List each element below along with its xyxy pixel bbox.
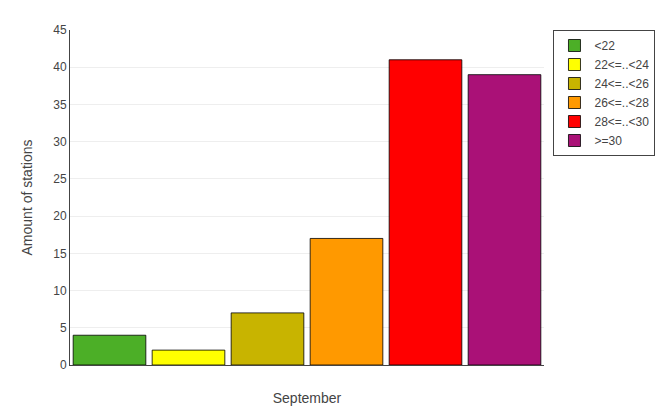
svg-text:26<=..<28: 26<=..<28	[594, 96, 649, 110]
svg-text:40: 40	[53, 60, 67, 74]
svg-text:<22: <22	[594, 39, 615, 53]
svg-text:22<=..<24: 22<=..<24	[594, 58, 649, 72]
svg-text:September: September	[273, 390, 342, 406]
svg-text:28<=..<30: 28<=..<30	[594, 115, 649, 129]
svg-text:30: 30	[53, 135, 67, 149]
svg-text:10: 10	[53, 284, 67, 298]
svg-text:35: 35	[53, 98, 67, 112]
svg-text:15: 15	[53, 247, 67, 261]
svg-text:>=30: >=30	[594, 134, 622, 148]
svg-text:45: 45	[53, 23, 67, 37]
svg-text:25: 25	[53, 172, 67, 186]
svg-text:20: 20	[53, 209, 67, 223]
svg-text:5: 5	[60, 321, 67, 335]
svg-text:24<=..<26: 24<=..<26	[594, 77, 649, 91]
svg-text:0: 0	[60, 358, 67, 372]
svg-text:Amount of stations: Amount of stations	[19, 140, 35, 256]
